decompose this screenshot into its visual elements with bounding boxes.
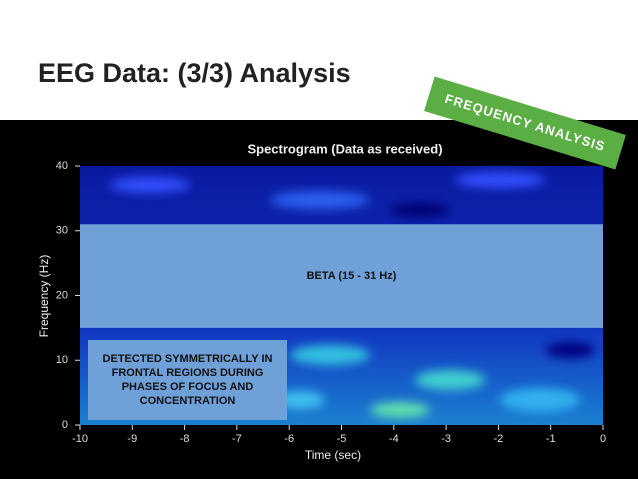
beta-band	[80, 224, 603, 328]
y-tick-label: 0	[62, 419, 68, 431]
y-tick-label: 40	[56, 160, 68, 172]
x-tick-label: -4	[389, 433, 399, 445]
x-tick-label: -9	[127, 433, 137, 445]
x-axis-label: Time (sec)	[305, 448, 361, 462]
slide-title: EEG Data: (3/3) Analysis	[38, 58, 351, 88]
x-tick-label: -6	[284, 433, 294, 445]
y-tick-label: 20	[56, 289, 68, 301]
y-axis-label: Frequency (Hz)	[37, 255, 51, 338]
x-tick-label: -1	[546, 433, 556, 445]
x-tick-label: -7	[232, 433, 242, 445]
x-tick-label: -8	[180, 433, 190, 445]
x-tick-label: 0	[600, 433, 606, 445]
y-tick-label: 30	[56, 225, 68, 237]
x-tick-label: -3	[441, 433, 451, 445]
y-tick-label: 10	[56, 354, 68, 366]
band-label: BETA (15 - 31 Hz)	[307, 270, 397, 282]
figure-title: Spectrogram (Data as received)	[247, 141, 442, 156]
x-tick-label: -2	[494, 433, 504, 445]
x-tick-label: -10	[72, 433, 88, 445]
note-box: DETECTED SYMMETRICALLY IN FRONTAL REGION…	[88, 340, 287, 420]
texture	[110, 172, 595, 418]
x-tick-label: -5	[337, 433, 347, 445]
